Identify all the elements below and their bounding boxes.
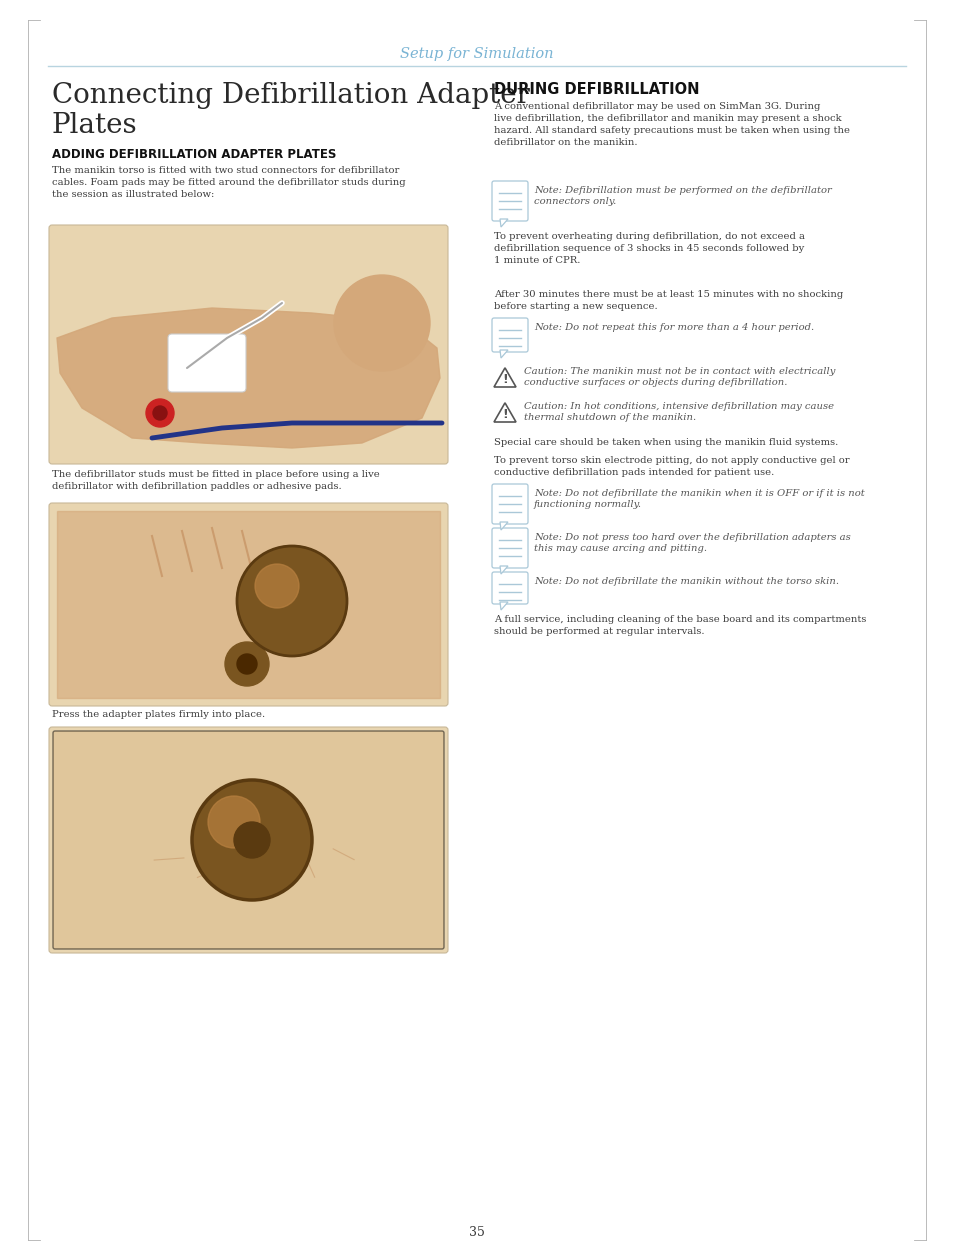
FancyBboxPatch shape bbox=[492, 528, 527, 568]
Circle shape bbox=[236, 654, 256, 674]
FancyBboxPatch shape bbox=[53, 731, 443, 949]
Text: To prevent torso skin electrode pitting, do not apply conductive gel or
conducti: To prevent torso skin electrode pitting,… bbox=[494, 456, 849, 477]
Text: Plates: Plates bbox=[52, 111, 137, 139]
FancyBboxPatch shape bbox=[492, 318, 527, 352]
Text: Note: Do not defibrillate the manikin when it is OFF or if it is not
functioning: Note: Do not defibrillate the manikin wh… bbox=[534, 490, 863, 510]
Circle shape bbox=[334, 275, 430, 371]
Polygon shape bbox=[499, 351, 507, 358]
Text: Note: Do not repeat this for more than a 4 hour period.: Note: Do not repeat this for more than a… bbox=[534, 323, 813, 332]
Circle shape bbox=[236, 546, 347, 656]
FancyBboxPatch shape bbox=[492, 182, 527, 222]
Text: Note: Do not defibrillate the manikin without the torso skin.: Note: Do not defibrillate the manikin wi… bbox=[534, 577, 838, 586]
Text: Connecting Defibrillation Adapter: Connecting Defibrillation Adapter bbox=[52, 81, 529, 109]
Text: !: ! bbox=[501, 373, 507, 387]
Circle shape bbox=[192, 780, 312, 900]
Text: The manikin torso is fitted with two stud connectors for defibrillator
cables. F: The manikin torso is fitted with two stu… bbox=[52, 167, 405, 199]
Polygon shape bbox=[57, 511, 439, 699]
Circle shape bbox=[254, 563, 298, 608]
FancyBboxPatch shape bbox=[492, 572, 527, 603]
Text: Caution: In hot conditions, intensive defibrillation may cause
thermal shutdown : Caution: In hot conditions, intensive de… bbox=[523, 402, 833, 422]
Polygon shape bbox=[494, 403, 516, 422]
Text: 35: 35 bbox=[469, 1226, 484, 1238]
Text: Press the adapter plates firmly into place.: Press the adapter plates firmly into pla… bbox=[52, 710, 265, 719]
Circle shape bbox=[146, 399, 173, 427]
FancyBboxPatch shape bbox=[49, 225, 448, 464]
Text: A conventional defibrillator may be used on SimMan 3G. During
live defibrillatio: A conventional defibrillator may be used… bbox=[494, 101, 849, 148]
Circle shape bbox=[233, 823, 270, 858]
FancyBboxPatch shape bbox=[168, 334, 246, 392]
Text: To prevent overheating during defibrillation, do not exceed a
defibrillation seq: To prevent overheating during defibrilla… bbox=[494, 232, 804, 265]
FancyBboxPatch shape bbox=[49, 727, 448, 953]
Polygon shape bbox=[494, 368, 516, 387]
Polygon shape bbox=[499, 602, 507, 610]
Text: Note: Defibrillation must be performed on the defibrillator
connectors only.: Note: Defibrillation must be performed o… bbox=[534, 187, 831, 207]
Polygon shape bbox=[499, 566, 507, 573]
Text: !: ! bbox=[501, 408, 507, 422]
Text: DURING DEFIBRILLATION: DURING DEFIBRILLATION bbox=[494, 81, 699, 96]
Text: After 30 minutes there must be at least 15 minutes with no shocking
before start: After 30 minutes there must be at least … bbox=[494, 290, 842, 312]
Text: A full service, including cleaning of the base board and its compartments
should: A full service, including cleaning of th… bbox=[494, 615, 865, 636]
Text: Caution: The manikin must not be in contact with electrically
conductive surface: Caution: The manikin must not be in cont… bbox=[523, 367, 835, 387]
Circle shape bbox=[152, 406, 167, 419]
Polygon shape bbox=[57, 308, 439, 448]
Text: ADDING DEFIBRILLATION ADAPTER PLATES: ADDING DEFIBRILLATION ADAPTER PLATES bbox=[52, 148, 336, 162]
Circle shape bbox=[208, 796, 260, 848]
FancyBboxPatch shape bbox=[49, 503, 448, 706]
Text: Note: Do not press too hard over the defibrillation adapters as
this may cause a: Note: Do not press too hard over the def… bbox=[534, 533, 850, 553]
Text: The defibrillator studs must be fitted in place before using a live
defibrillato: The defibrillator studs must be fitted i… bbox=[52, 470, 379, 491]
Text: Setup for Simulation: Setup for Simulation bbox=[400, 48, 553, 61]
Circle shape bbox=[225, 642, 269, 686]
Polygon shape bbox=[499, 219, 507, 227]
Text: Special care should be taken when using the manikin fluid systems.: Special care should be taken when using … bbox=[494, 438, 838, 447]
Polygon shape bbox=[499, 522, 507, 530]
FancyBboxPatch shape bbox=[492, 485, 527, 525]
